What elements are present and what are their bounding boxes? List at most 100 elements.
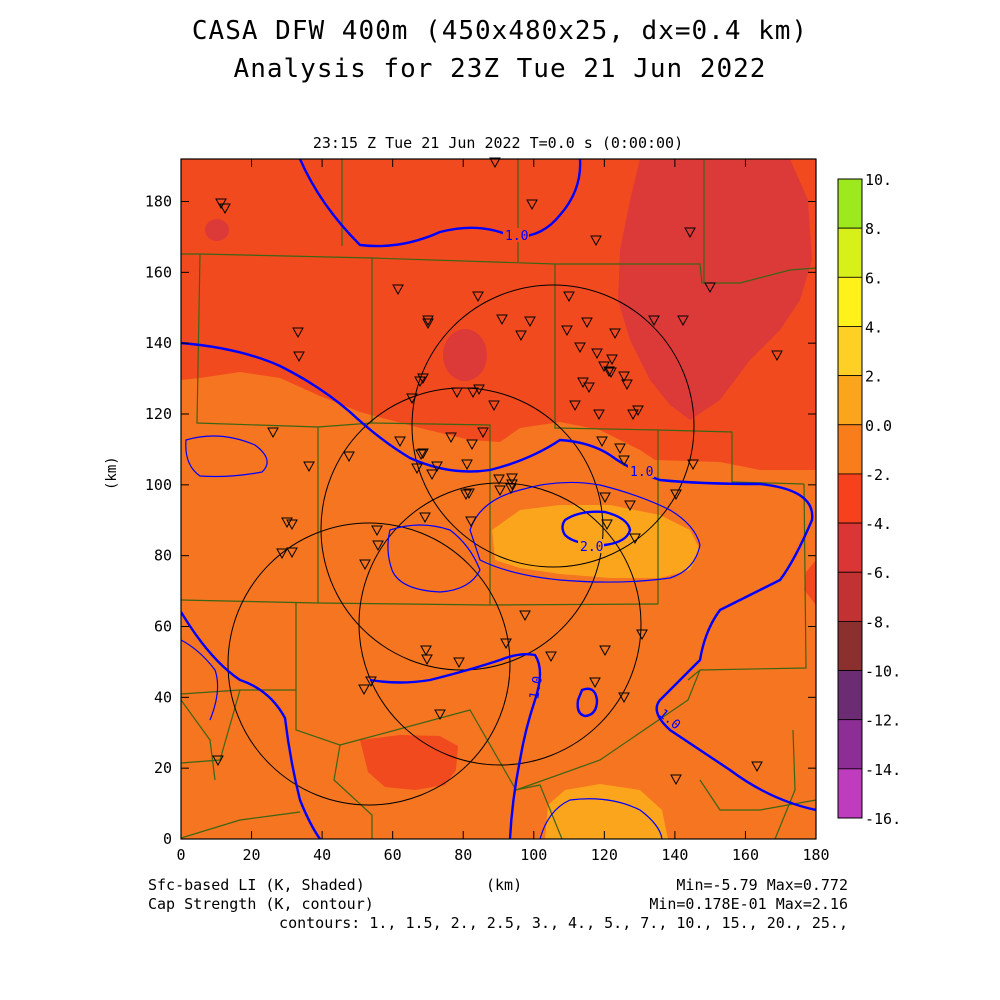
contour-label: 1.0 <box>630 465 653 480</box>
station-marker <box>605 367 617 379</box>
x-tick-label: 20 <box>243 846 261 864</box>
station-marker <box>394 436 406 448</box>
station-marker <box>505 483 517 495</box>
station-marker <box>524 316 536 328</box>
y-axis-label: (km) <box>104 456 120 490</box>
station-marker <box>627 409 639 421</box>
station-marker <box>636 629 648 641</box>
station-marker <box>286 519 298 531</box>
colorbar-segment <box>837 375 863 426</box>
x-axis-label: (km) <box>486 876 523 894</box>
shaded-li-field <box>181 159 816 839</box>
station-marker <box>473 384 485 396</box>
contour-1-small-loop <box>576 687 599 718</box>
colorbar-label: -4. <box>865 515 892 533</box>
station-marker <box>618 371 630 383</box>
station-marker <box>496 314 508 326</box>
station-marker <box>417 373 429 385</box>
station-marker <box>426 469 438 481</box>
radar-ring-sw <box>227 522 511 806</box>
station-marker <box>372 540 384 552</box>
colorbar-segment <box>837 473 863 524</box>
colorbar-segment <box>837 178 863 229</box>
station-marker <box>463 488 475 500</box>
contour-label: 1.0 <box>527 675 546 701</box>
x-axis: 0 20 40 60 80 100 120 140 160 180 <box>176 159 830 864</box>
contour-minmax: Min=0.178E-01 Max=2.16 <box>649 895 848 913</box>
radar-ring-n <box>411 284 695 568</box>
station-marker <box>581 317 593 329</box>
colorbar-frame <box>837 178 863 819</box>
contour-1-5-south-loop <box>539 798 663 839</box>
station-marker <box>515 330 527 342</box>
station-marker <box>687 459 699 471</box>
contour-label: 1.0 <box>505 229 528 244</box>
x-tick-label: 100 <box>520 846 547 864</box>
title-line1: CASA DFW 400m (450x480x25, dx=0.4 km) <box>191 16 809 46</box>
colorbar-segment <box>837 326 863 377</box>
colorbar-segment <box>837 719 863 770</box>
colorbar-label: 8. <box>865 220 883 238</box>
colorbar-segment <box>837 227 863 278</box>
station-markers <box>212 157 783 786</box>
station-marker <box>417 448 429 460</box>
station-marker <box>419 512 431 524</box>
station-marker <box>545 651 557 663</box>
station-marker <box>704 282 716 294</box>
station-marker <box>684 227 696 239</box>
plot-subtitle: 23:15 Z Tue 21 Jun 2022 T=0.0 s (0:00:00… <box>312 134 684 152</box>
x-tick-label: 160 <box>732 846 759 864</box>
station-marker <box>212 755 224 767</box>
station-marker <box>488 400 500 412</box>
station-marker <box>219 203 231 215</box>
contour-1-5-sw-loop <box>387 524 481 593</box>
station-marker <box>596 436 608 448</box>
station-marker <box>422 318 434 330</box>
station-marker <box>267 427 279 439</box>
colorbar-label: 4. <box>865 318 883 336</box>
shaded-field-label: Sfc-based LI (K, Shaded) <box>148 876 365 894</box>
x-tick-label: 120 <box>591 846 618 864</box>
station-marker <box>494 485 506 497</box>
contour-1-5-west-loop <box>185 435 268 478</box>
x-tick-label: 180 <box>802 846 829 864</box>
station-marker <box>392 284 404 296</box>
county-boundaries <box>181 159 816 839</box>
colorbar-segment <box>837 571 863 622</box>
x-tick-label: 40 <box>313 846 331 864</box>
contour-1-5-west-edge <box>181 639 219 721</box>
contour-2-loop <box>561 510 632 547</box>
station-marker <box>583 382 595 394</box>
colorbar-label: -16. <box>865 810 901 828</box>
colorbar-segment <box>837 670 863 721</box>
li-dark-red-ne-region <box>618 159 812 420</box>
colorbar-segment <box>837 620 863 671</box>
station-marker <box>599 645 611 657</box>
station-marker <box>465 516 477 528</box>
colorbar-label: -14. <box>865 761 901 779</box>
contour-1-southwest <box>181 611 321 839</box>
station-marker <box>591 348 603 360</box>
station-marker <box>292 327 304 339</box>
station-marker <box>431 461 443 473</box>
station-marker <box>618 692 630 704</box>
contour-field-label: Cap Strength (K, contour) <box>148 895 374 913</box>
station-marker <box>460 489 472 501</box>
colorbar-label: 10. <box>865 171 892 189</box>
station-marker <box>371 525 383 537</box>
station-marker <box>599 492 611 504</box>
station-marker <box>574 342 586 354</box>
station-marker <box>751 761 763 773</box>
y-tick-label: 20 <box>154 759 172 777</box>
station-marker <box>506 473 518 485</box>
station-marker <box>472 291 484 303</box>
station-marker <box>489 157 501 169</box>
contour-1-5-loop <box>469 481 701 583</box>
station-marker <box>601 519 613 531</box>
station-marker <box>648 315 660 327</box>
station-marker <box>445 432 457 444</box>
station-marker <box>603 366 615 378</box>
colorbar-label: -8. <box>865 613 892 631</box>
station-marker <box>670 489 682 501</box>
